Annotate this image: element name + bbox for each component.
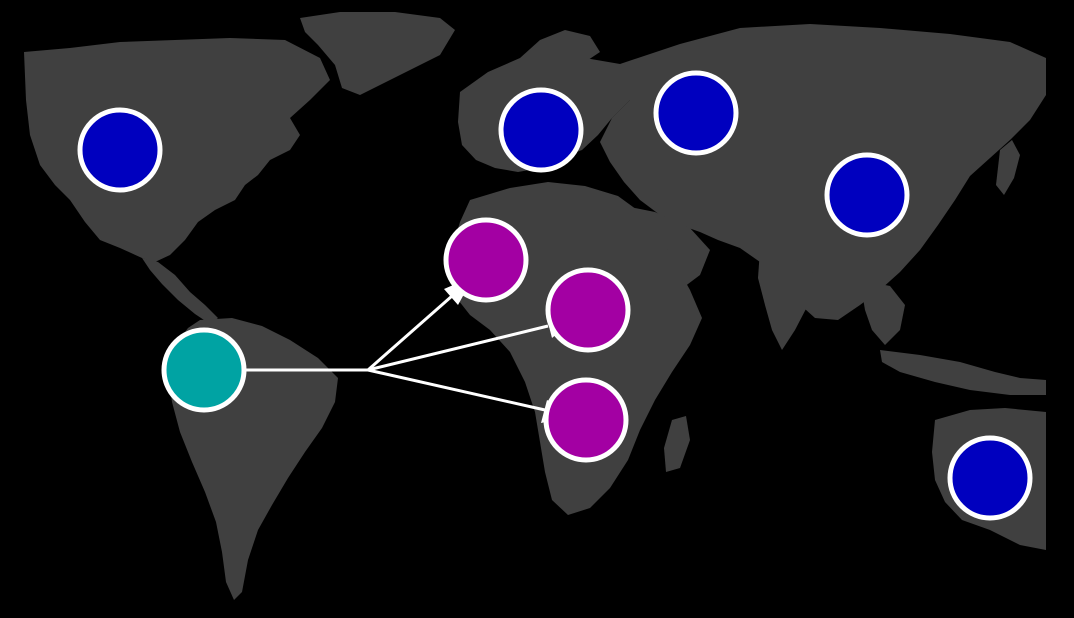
marker-western-europe (498, 87, 584, 173)
marker-south-america (161, 327, 247, 413)
japan-land (996, 140, 1020, 195)
arrow-to-west-africa (367, 294, 453, 372)
marker-australia (947, 435, 1033, 521)
arrow-to-central-africa (367, 324, 549, 372)
greenland-land (300, 12, 455, 95)
marker-southern-africa (543, 377, 629, 463)
indonesia-land (880, 350, 1046, 395)
arrow-to-southern-africa (367, 368, 546, 412)
scandinavia-land (520, 30, 600, 70)
central-america-land (142, 258, 218, 324)
southeast-asia-land (860, 280, 905, 345)
india-land (758, 250, 815, 350)
marker-china (824, 152, 910, 238)
marker-russia (653, 70, 739, 156)
marker-north-america (77, 107, 163, 193)
marker-central-africa (545, 267, 631, 353)
marker-west-africa (443, 217, 529, 303)
uk-land (468, 84, 490, 114)
madagascar-land (664, 416, 690, 472)
region-markers (77, 70, 1033, 521)
north-america-land (24, 38, 330, 262)
